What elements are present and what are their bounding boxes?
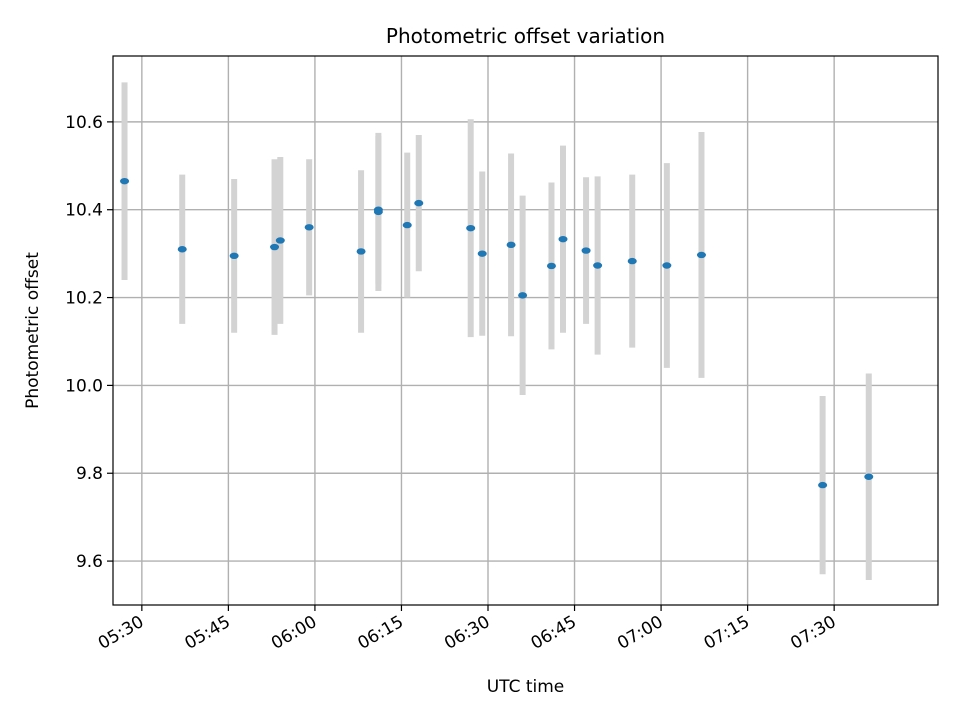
x-tick-label: 06:30: [441, 612, 493, 654]
data-point: [477, 250, 487, 257]
x-axis-label: UTC time: [487, 677, 565, 697]
data-point: [558, 235, 568, 243]
data-point: [627, 257, 637, 265]
y-tick-label: 10.2: [65, 289, 103, 309]
data-point: [518, 292, 528, 299]
y-tick-label: 9.8: [76, 464, 103, 484]
x-tick-label: 05:30: [95, 612, 147, 654]
x-tick-label: 07:30: [787, 612, 839, 654]
data-point: [373, 206, 383, 213]
data-point: [402, 221, 412, 229]
y-axis: 9.6 9.8 10.0 10.2 10.4 10.6: [65, 113, 113, 572]
y-tick-label: 10.6: [65, 113, 103, 133]
data-point: [270, 243, 280, 251]
data-point: [581, 247, 591, 254]
data-point: [356, 248, 366, 255]
y-axis-label: Photometric offset: [23, 252, 43, 409]
x-axis: 05:30 05:45 06:00 06:15 06:30 06:45 07:00 07:15…: [95, 605, 840, 654]
y-tick-label: 9.6: [76, 552, 103, 572]
data-point: [275, 237, 285, 244]
data-point: [662, 262, 672, 269]
y-tick-label: 10.0: [65, 376, 103, 396]
data-point: [414, 199, 424, 207]
plot-frame: [112, 55, 939, 606]
error-bars: [121, 82, 872, 580]
data-point: [177, 246, 187, 253]
data-point: [506, 241, 516, 249]
y-tick-label: 10.4: [65, 201, 103, 221]
x-tick-label: 06:15: [355, 612, 407, 654]
x-tick-label: 05:45: [181, 612, 233, 654]
x-tick-label: 07:15: [701, 612, 753, 654]
data-point: [466, 224, 476, 232]
data-points: [120, 177, 874, 489]
data-point: [304, 224, 314, 231]
data-point: [546, 262, 556, 270]
data-point: [864, 473, 874, 480]
data-point: [696, 251, 706, 259]
data-point: [818, 481, 828, 489]
x-tick-label: 06:45: [528, 612, 580, 654]
x-tick-label: 06:00: [268, 612, 320, 654]
data-point: [593, 262, 603, 269]
data-point: [229, 252, 239, 260]
data-point: [120, 177, 130, 185]
x-tick-label: 07:00: [614, 612, 666, 654]
chart-title: Photometric offset variation: [386, 24, 665, 48]
